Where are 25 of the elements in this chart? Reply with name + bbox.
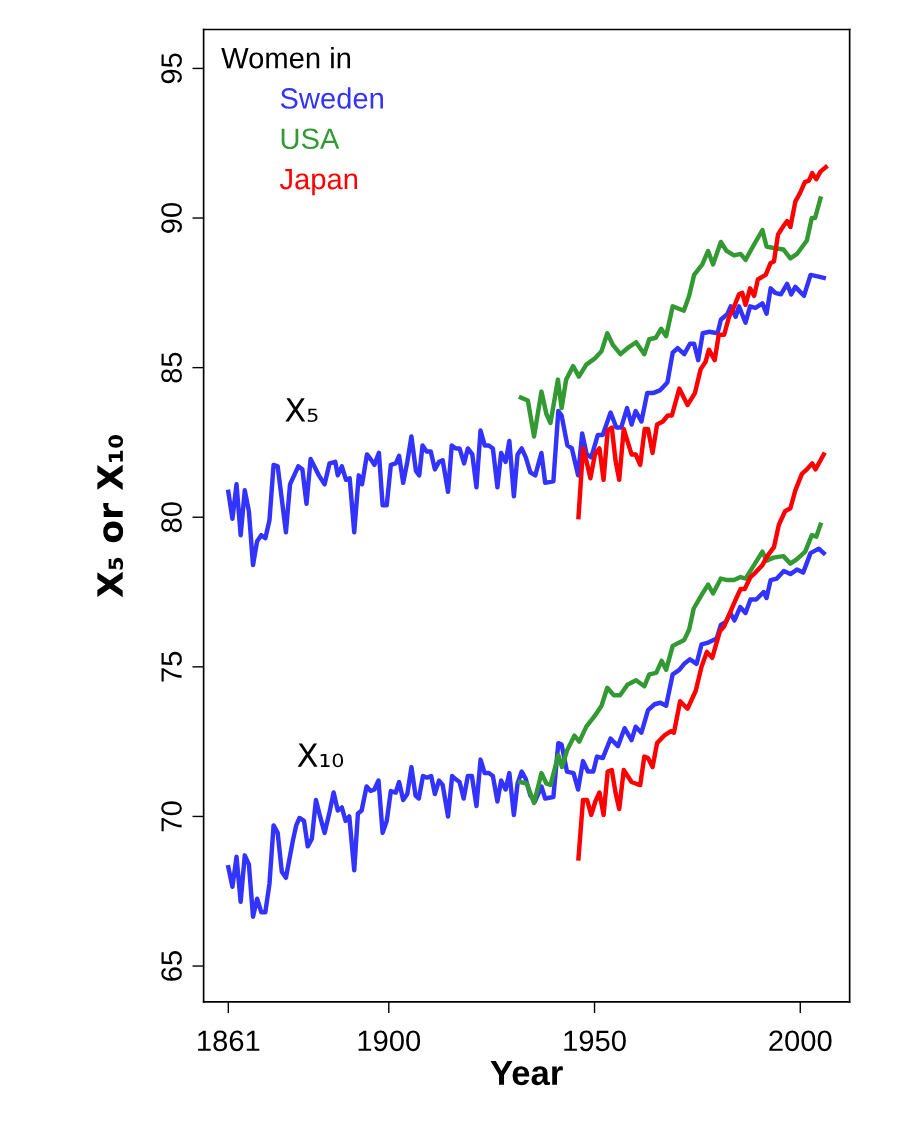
legend-title: Women in xyxy=(221,47,351,69)
y-tick-label: 95 xyxy=(161,53,182,84)
line-series xyxy=(576,164,828,520)
x-tick-label: 2000 xyxy=(769,1030,832,1052)
x-axis-title: Year xyxy=(490,1060,563,1086)
x-tick-label: 1950 xyxy=(564,1030,626,1052)
x-tick-label: 1900 xyxy=(358,1030,421,1052)
y-tick-label: 70 xyxy=(161,801,182,832)
y-tick-label: 90 xyxy=(161,202,182,233)
line-series xyxy=(518,196,823,439)
y-tick-label: 85 xyxy=(161,352,182,383)
text: Japan xyxy=(279,169,358,196)
line-series xyxy=(226,546,826,919)
line-series xyxy=(226,272,826,568)
text: USA xyxy=(281,128,340,150)
annotation: X₅ xyxy=(285,398,318,422)
y-tick-label: 75 xyxy=(161,651,182,682)
line-series xyxy=(576,452,826,861)
y-tick-label: 65 xyxy=(161,951,182,981)
x-tick-label: 1861 xyxy=(198,1030,260,1052)
text: Sweden xyxy=(280,87,383,109)
y-tick-label: 80 xyxy=(161,502,182,533)
annotation: X₁₀ xyxy=(297,743,344,768)
y-axis-title: X₅ or X₁₀ xyxy=(97,434,124,598)
line-series xyxy=(517,522,823,806)
